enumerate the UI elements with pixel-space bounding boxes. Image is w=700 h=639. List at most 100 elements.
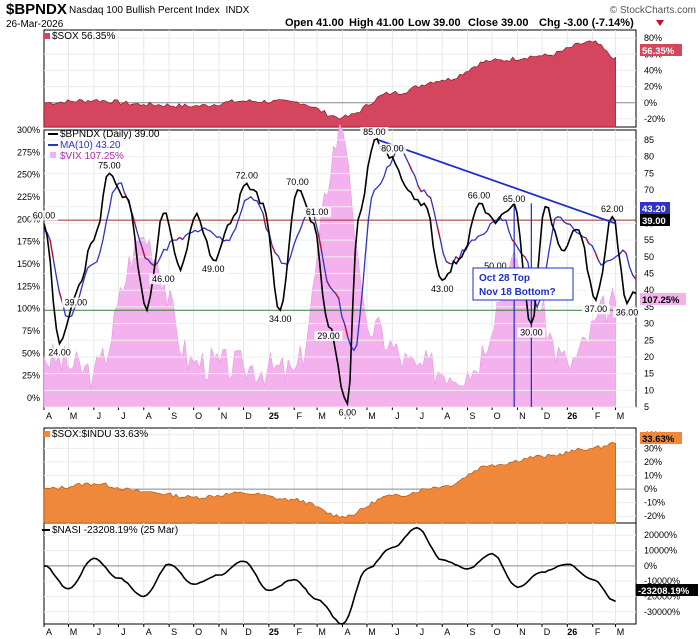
nasi-month-label: A xyxy=(444,627,450,637)
point-label: 70.00 xyxy=(286,177,309,187)
bp-month-label: F xyxy=(296,411,302,421)
point-label-bg xyxy=(613,307,642,318)
sox-ytick: 40% xyxy=(644,65,662,75)
ratio-legend: $SOX:$INDU 33.63% xyxy=(52,429,148,440)
ohlc-low: Low 39.00 xyxy=(408,17,461,29)
bp-month-label: M xyxy=(617,411,625,421)
bp-ytick-left: 150% xyxy=(17,259,40,269)
sox-legend-swatch xyxy=(44,33,50,39)
nasi-month-label: D xyxy=(245,627,252,637)
bp-ytick-left: 25% xyxy=(22,371,40,381)
nasi-ytick: 20000% xyxy=(644,530,677,540)
ratio-last-tag: 33.63% xyxy=(640,432,682,445)
bp-month-label: D xyxy=(245,411,252,421)
point-label-bg xyxy=(303,207,332,218)
bp-month-label: J xyxy=(121,411,126,421)
bp-ytick-right: 5 xyxy=(644,402,649,412)
sox-panel: 80%60%40%20%0%-20% xyxy=(43,30,665,128)
bp-ytick-right: 25 xyxy=(644,335,654,345)
ohlc-change: Chg -3.00 (-7.14%) xyxy=(539,17,634,29)
point-label: 6.00 xyxy=(339,408,357,418)
nasi-month-label: S xyxy=(470,627,476,637)
point-label-bg xyxy=(266,314,295,325)
point-label: 75.00 xyxy=(98,160,121,170)
point-label: 43.00 xyxy=(431,284,454,294)
bp-ytick-right: 20 xyxy=(644,352,654,362)
point-label-bg xyxy=(517,327,546,338)
nasi-month-label: J xyxy=(420,627,425,637)
point-label: 49.00 xyxy=(202,264,225,274)
point-label: 36.00 xyxy=(616,308,639,318)
ma10-down-segment xyxy=(150,262,155,267)
bp-ytick-left: 100% xyxy=(17,304,40,314)
nasi-month-label: J xyxy=(395,627,400,637)
nasi-month-label: F xyxy=(296,627,302,637)
nasi-month-label: M xyxy=(70,627,78,637)
point-label-bg xyxy=(199,264,228,275)
nasi-month-label: O xyxy=(494,627,501,637)
vix-area xyxy=(43,123,616,408)
svg-text:43.20: 43.20 xyxy=(642,204,666,215)
sox-ytick: 0% xyxy=(644,98,657,108)
bp-ytick-left: 275% xyxy=(17,147,40,157)
nasi-month-label: M xyxy=(318,627,326,637)
ma10-down-segment xyxy=(262,213,267,229)
nasi-month-label: S xyxy=(171,627,177,637)
ma10-down-segment xyxy=(132,217,137,229)
ohlc-high: High 41.00 xyxy=(349,17,404,29)
bp-month-label: S xyxy=(470,411,476,421)
ma10-down-segment xyxy=(408,163,413,172)
point-label-bg xyxy=(378,143,407,154)
bp-month-label: N xyxy=(221,411,228,421)
nasi-month-label: O xyxy=(195,627,202,637)
bp-month-label: 26 xyxy=(567,411,577,421)
ma10-down-segment xyxy=(326,280,331,287)
nasi-ytick: 0% xyxy=(644,561,657,571)
ma10-down-segment xyxy=(317,233,322,250)
bp-ytick-right: 80 xyxy=(644,152,654,162)
ma10-down-segment xyxy=(335,293,340,299)
bp-ytick-left: 225% xyxy=(17,192,40,202)
bp-ytick-left: 75% xyxy=(22,326,40,336)
annotation-line-2: Nov 18 Bottom? xyxy=(479,287,556,298)
point-label: 80.00 xyxy=(381,144,404,154)
annotation-line-1: Oct 28 Top xyxy=(479,273,530,284)
sox-legend: $SOX 56.35% xyxy=(52,31,115,42)
sox-indu-panel: 40%30%20%10%0%-10%-20% xyxy=(43,428,665,524)
bp-ytick-right: 45 xyxy=(644,269,654,279)
point-label: 50.00 xyxy=(484,261,507,271)
point-label-bg xyxy=(581,304,610,315)
ma10-down-segment xyxy=(271,245,276,254)
point-label-bg xyxy=(335,407,359,418)
svg-text:33.63%: 33.63% xyxy=(642,434,675,445)
down-arrow-icon xyxy=(656,20,664,26)
trendline xyxy=(378,139,616,225)
chart-date: 26-Mar-2026 xyxy=(6,19,64,30)
nasi-month-label: 26 xyxy=(567,627,577,637)
bp-ytick-right: 55 xyxy=(644,235,654,245)
bp-ytick-right: 50 xyxy=(644,252,654,262)
ohlc-close: Close 39.00 xyxy=(468,17,529,29)
nasi-last-tag: -23208.19% xyxy=(636,584,698,597)
ma10-down-segment xyxy=(511,239,516,245)
point-label-bg xyxy=(360,127,389,138)
bp-ytick-right: 40 xyxy=(644,285,654,295)
ma10-down-segment xyxy=(594,251,599,260)
point-label-bg xyxy=(30,210,58,221)
point-label-bg xyxy=(314,330,343,341)
annotation-box xyxy=(472,267,574,301)
bp-month-label: J xyxy=(420,411,425,421)
ratio-ytick: 0% xyxy=(644,484,657,494)
point-label: 24.00 xyxy=(48,348,71,358)
bp-ytick-left: 0% xyxy=(27,393,40,403)
ma10-down-segment xyxy=(179,236,183,241)
chart-name-text: Nasdaq 100 Bullish Percent Index xyxy=(69,5,220,16)
nasi-month-label: F xyxy=(595,627,601,637)
ratio-ytick: 20% xyxy=(644,457,662,467)
point-label-bg xyxy=(232,170,261,181)
sox-ytick: 20% xyxy=(644,82,662,92)
ratio-ytick: -10% xyxy=(644,498,665,508)
point-label: 60.00 xyxy=(33,210,56,220)
ma10-down-segment xyxy=(446,261,450,265)
nasi-ytick: 10000% xyxy=(644,546,677,556)
